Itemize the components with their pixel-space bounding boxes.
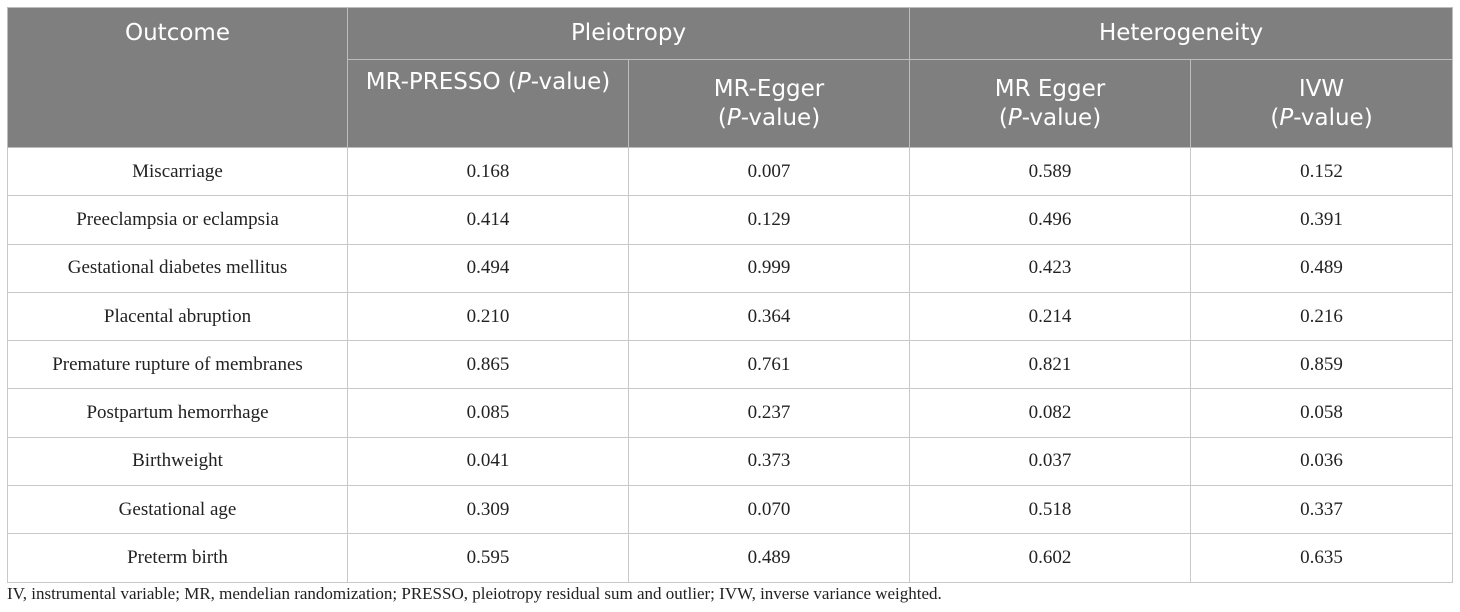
header-ivw-pvalue: (P-value) (1193, 104, 1450, 133)
header-mr-egger-pleiotropy-p: P (726, 104, 741, 131)
table-body: Miscarriage 0.168 0.007 0.589 0.152 Preeclamp… (7, 146, 1454, 583)
cell-ivw: 0.058 (1189, 388, 1454, 438)
table-row: Gestational age 0.309 0.070 0.518 0.337 (7, 485, 1454, 535)
cell-mr-egger-pleiotropy: 0.007 (628, 146, 910, 197)
header-ivw-open: ( (1270, 104, 1280, 131)
header-mr-egger-pleiotropy-name: MR-Egger (713, 75, 825, 102)
header-group-pleiotropy: Pleiotropy (347, 7, 910, 60)
cell-ivw: 0.337 (1189, 485, 1454, 535)
cell-ivw: 0.391 (1189, 195, 1454, 245)
results-table: Outcome Pleiotropy Heterogeneity MR-PRES… (7, 7, 1454, 583)
header-mr-presso: MR-PRESSO (P-value) (347, 59, 629, 148)
cell-mr-egger-heterogeneity: 0.518 (909, 485, 1191, 535)
table-row: Birthweight 0.041 0.373 0.037 0.036 (7, 436, 1454, 487)
header-mr-egger-pleiotropy-suffix: -value) (740, 104, 821, 131)
header-ivw-p: P (1279, 104, 1294, 131)
results-table-container: Outcome Pleiotropy Heterogeneity MR-PRES… (7, 7, 1454, 583)
table-row: Preterm birth 0.595 0.489 0.602 0.635 (7, 533, 1454, 583)
header-mr-presso-open: ( (500, 69, 517, 95)
cell-outcome: Placental abruption (7, 291, 348, 342)
cell-mr-egger-pleiotropy: 0.373 (628, 436, 910, 487)
cell-mr-presso: 0.865 (347, 340, 629, 390)
header-ivw-name: IVW (1298, 75, 1345, 102)
header-mr-egger-pleiotropy-pvalue: (P-value) (631, 104, 907, 133)
cell-mr-presso: 0.041 (347, 436, 629, 487)
header-ivw: IVW (P-value) (1189, 59, 1454, 148)
cell-outcome: Premature rupture of membranes (7, 340, 348, 390)
cell-mr-egger-heterogeneity: 0.496 (909, 195, 1191, 245)
cell-outcome: Gestational diabetes mellitus (7, 243, 348, 293)
cell-ivw: 0.859 (1189, 340, 1454, 390)
cell-mr-presso: 0.494 (347, 243, 629, 293)
header-outcome: Outcome (7, 7, 348, 148)
header-mr-egger-pleiotropy-open: ( (717, 104, 727, 131)
header-mr-egger-heterogeneity-open: ( (998, 104, 1008, 131)
header-mr-presso-suffix: -value) (530, 69, 611, 95)
cell-mr-presso: 0.168 (347, 146, 629, 197)
cell-mr-egger-heterogeneity: 0.037 (909, 436, 1191, 487)
cell-outcome: Miscarriage (7, 146, 348, 197)
header-mr-presso-name: MR-PRESSO (365, 69, 501, 95)
header-row-methods: MR-PRESSO (P-value) MR-Egger (P-value) M… (8, 59, 1454, 148)
cell-outcome: Birthweight (7, 436, 348, 487)
table-row: Premature rupture of membranes 0.865 0.761… (7, 340, 1454, 390)
cell-ivw: 0.152 (1189, 146, 1454, 197)
header-mr-egger-heterogeneity-pvalue: (P-value) (912, 104, 1188, 133)
cell-mr-egger-pleiotropy: 0.129 (628, 195, 910, 245)
cell-mr-egger-pleiotropy: 0.999 (628, 243, 910, 293)
header-mr-egger-heterogeneity-p: P (1007, 104, 1022, 131)
cell-outcome: Postpartum hemorrhage (7, 388, 348, 438)
cell-mr-egger-pleiotropy: 0.237 (628, 388, 910, 438)
header-mr-egger-heterogeneity: MR Egger (P-value) (909, 59, 1191, 148)
cell-ivw: 0.635 (1189, 533, 1454, 583)
cell-mr-egger-heterogeneity: 0.821 (909, 340, 1191, 390)
header-row-groups: Outcome Pleiotropy Heterogeneity (7, 7, 1454, 148)
table-row: Gestational diabetes mellitus 0.494 0.999 0… (7, 243, 1454, 293)
cell-mr-egger-heterogeneity: 0.602 (909, 533, 1191, 583)
cell-mr-presso: 0.414 (347, 195, 629, 245)
cell-mr-presso: 0.309 (347, 485, 629, 535)
table-row: Miscarriage 0.168 0.007 0.589 0.152 (7, 146, 1454, 197)
header-mr-egger-heterogeneity-suffix: -value) (1021, 104, 1102, 131)
header-mr-egger-heterogeneity-name: MR Egger (994, 75, 1106, 102)
cell-mr-egger-heterogeneity: 0.214 (909, 291, 1191, 342)
table-row: Postpartum hemorrhage 0.085 0.237 0.082 0.05… (7, 388, 1454, 438)
table-footnote: IV, instrumental variable; MR, mendelian… (7, 584, 942, 603)
cell-mr-presso: 0.210 (347, 291, 629, 342)
table-header: Outcome Pleiotropy Heterogeneity MR-PRES… (7, 7, 1454, 148)
cell-mr-egger-pleiotropy: 0.761 (628, 340, 910, 390)
table-row: Preeclampsia or eclampsia 0.414 0.129 0.496… (7, 195, 1454, 245)
cell-mr-egger-pleiotropy: 0.070 (628, 485, 910, 535)
cell-ivw: 0.489 (1189, 243, 1454, 293)
header-ivw-suffix: -value) (1293, 104, 1373, 131)
header-mr-egger-pleiotropy: MR-Egger (P-value) (628, 59, 910, 148)
cell-mr-egger-pleiotropy: 0.364 (628, 291, 910, 342)
cell-mr-egger-heterogeneity: 0.589 (909, 146, 1191, 197)
cell-ivw: 0.216 (1189, 291, 1454, 342)
cell-mr-egger-heterogeneity: 0.423 (909, 243, 1191, 293)
cell-mr-egger-pleiotropy: 0.489 (628, 533, 910, 583)
cell-mr-presso: 0.595 (347, 533, 629, 583)
cell-mr-egger-heterogeneity: 0.082 (909, 388, 1191, 438)
cell-outcome: Preterm birth (7, 533, 348, 583)
header-mr-presso-p: P (516, 69, 531, 95)
table-row: Placental abruption 0.210 0.364 0.214 0.216 (7, 291, 1454, 342)
header-group-heterogeneity: Heterogeneity (908, 7, 1454, 60)
cell-mr-presso: 0.085 (347, 388, 629, 438)
cell-outcome: Gestational age (7, 485, 348, 535)
cell-outcome: Preeclampsia or eclampsia (7, 195, 348, 245)
cell-ivw: 0.036 (1189, 436, 1454, 487)
